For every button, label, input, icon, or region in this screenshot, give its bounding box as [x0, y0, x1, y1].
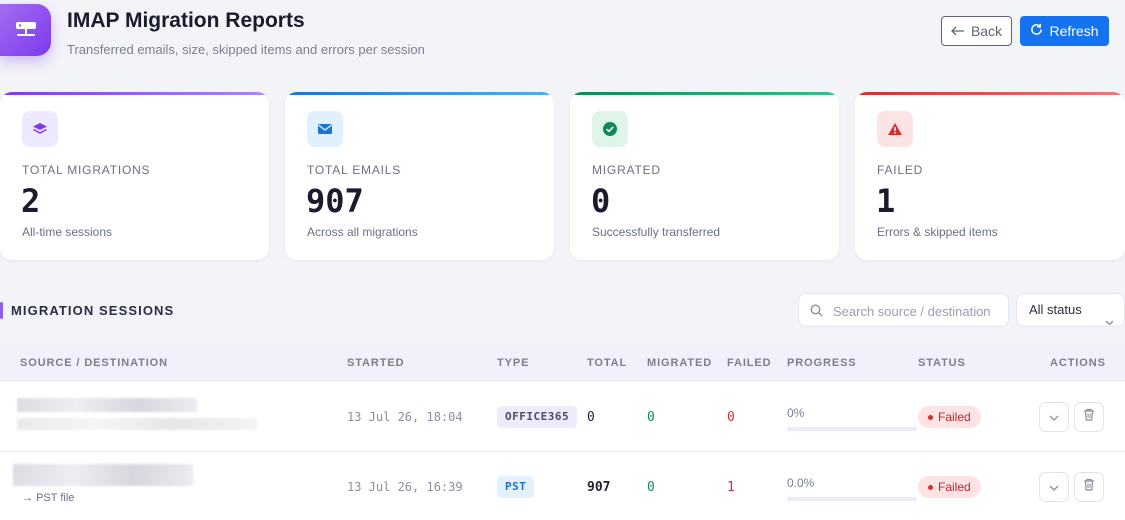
progress-bar — [787, 497, 917, 501]
total-cell: 0 — [587, 410, 595, 425]
card-accent-bar — [570, 92, 839, 95]
source-type-tag: → PST file — [22, 492, 74, 504]
column-header-actions: ACTIONS — [1050, 357, 1106, 369]
column-header-migrated: MIGRATED — [647, 357, 713, 369]
chevron-down-icon — [1049, 408, 1059, 426]
progress-bar — [787, 427, 917, 431]
column-header-started: STARTED — [347, 357, 405, 369]
check-circle-icon — [592, 111, 628, 147]
chevron-down-icon — [1105, 306, 1114, 338]
table-row[interactable]: 13 Jul 26, 18:04 OFFICE365 0 0 0 0% Fail… — [0, 382, 1125, 452]
progress-text: 0.0% — [787, 476, 815, 490]
column-header-progress: PROGRESS — [787, 357, 857, 369]
stat-label: TOTAL EMAILS — [307, 163, 402, 177]
column-header-total: TOTAL — [587, 357, 628, 369]
table-header: SOURCE / DESTINATION STARTED TYPE TOTAL … — [0, 344, 1125, 381]
column-header-failed: FAILED — [727, 357, 772, 369]
page-header: IMAP Migration Reports Transferred email… — [0, 0, 1125, 80]
stat-hint: Across all migrations — [307, 225, 418, 239]
stat-value: 1 — [876, 182, 896, 220]
expand-button[interactable] — [1039, 472, 1069, 502]
trash-icon — [1083, 408, 1095, 426]
stat-card-total-migrations: TOTAL MIGRATIONS 2 All-time sessions — [0, 92, 269, 260]
type-badge: OFFICE365 — [497, 406, 578, 428]
section-title: MIGRATION SESSIONS — [11, 303, 175, 318]
column-header-type: TYPE — [497, 357, 530, 369]
search-box[interactable] — [798, 293, 1009, 327]
stat-value: 0 — [591, 182, 611, 220]
page-subtitle: Transferred emails, size, skipped items … — [67, 42, 425, 57]
refresh-button[interactable]: Refresh — [1020, 16, 1109, 46]
envelope-icon — [307, 111, 343, 147]
layers-icon — [22, 111, 58, 147]
back-label: Back — [970, 23, 1003, 39]
server-icon — [0, 4, 51, 56]
section-accent — [0, 302, 3, 319]
page-title: IMAP Migration Reports — [67, 9, 305, 32]
stat-label: TOTAL MIGRATIONS — [22, 163, 151, 177]
stat-hint: Successfully transferred — [592, 225, 721, 239]
status-filter-value: All status — [1029, 302, 1082, 317]
stat-value: 907 — [306, 182, 364, 220]
sessions-table: SOURCE / DESTINATION STARTED TYPE TOTAL … — [0, 344, 1125, 520]
stat-card-migrated: MIGRATED 0 Successfully transferred — [570, 92, 839, 260]
card-accent-bar — [0, 92, 269, 95]
card-accent-bar — [285, 92, 554, 95]
arrow-right-icon: → — [22, 492, 33, 504]
stat-label: FAILED — [877, 163, 924, 177]
refresh-icon — [1030, 23, 1043, 39]
source-redacted — [13, 464, 193, 486]
delete-button[interactable] — [1074, 402, 1104, 432]
card-accent-bar — [855, 92, 1125, 95]
destination-redacted — [17, 418, 257, 430]
warning-icon — [877, 111, 913, 147]
failed-cell: 0 — [727, 410, 735, 425]
started-cell: 13 Jul 26, 18:04 — [347, 410, 463, 424]
column-header-source: SOURCE / DESTINATION — [20, 357, 168, 369]
type-badge: PST — [497, 476, 535, 498]
stat-value: 2 — [21, 182, 41, 220]
failed-cell: 1 — [727, 480, 735, 495]
status-badge: Failed — [918, 476, 981, 498]
column-header-status: STATUS — [918, 357, 966, 369]
stat-card-failed: FAILED 1 Errors & skipped items — [855, 92, 1125, 260]
search-icon — [810, 304, 823, 322]
chevron-down-icon — [1049, 478, 1059, 496]
search-input[interactable] — [833, 301, 999, 321]
status-filter-select[interactable]: All status — [1016, 293, 1125, 327]
migrated-cell: 0 — [647, 410, 655, 425]
refresh-label: Refresh — [1049, 23, 1099, 39]
stat-label: MIGRATED — [592, 163, 661, 177]
source-type-label: PST file — [36, 492, 75, 504]
arrow-left-icon — [951, 23, 965, 39]
status-badge: Failed — [918, 406, 981, 428]
total-cell: 907 — [587, 480, 611, 495]
delete-button[interactable] — [1074, 472, 1104, 502]
progress-text: 0% — [787, 406, 805, 420]
stat-card-total-emails: TOTAL EMAILS 907 Across all migrations — [285, 92, 554, 260]
source-redacted — [17, 398, 197, 412]
started-cell: 13 Jul 26, 16:39 — [347, 480, 463, 494]
migrated-cell: 0 — [647, 480, 655, 495]
expand-button[interactable] — [1039, 402, 1069, 432]
trash-icon — [1083, 478, 1095, 496]
stat-hint: All-time sessions — [22, 225, 113, 239]
table-row[interactable]: → PST file 13 Jul 26, 16:39 PST 907 0 1 … — [0, 452, 1125, 520]
stat-hint: Errors & skipped items — [877, 225, 998, 239]
back-button[interactable]: Back — [941, 16, 1012, 46]
